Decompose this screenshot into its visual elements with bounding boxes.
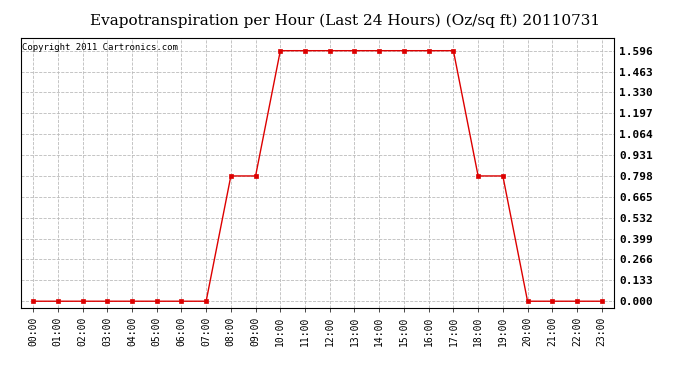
Text: Evapotranspiration per Hour (Last 24 Hours) (Oz/sq ft) 20110731: Evapotranspiration per Hour (Last 24 Hou… — [90, 13, 600, 27]
Text: Copyright 2011 Cartronics.com: Copyright 2011 Cartronics.com — [22, 43, 178, 52]
